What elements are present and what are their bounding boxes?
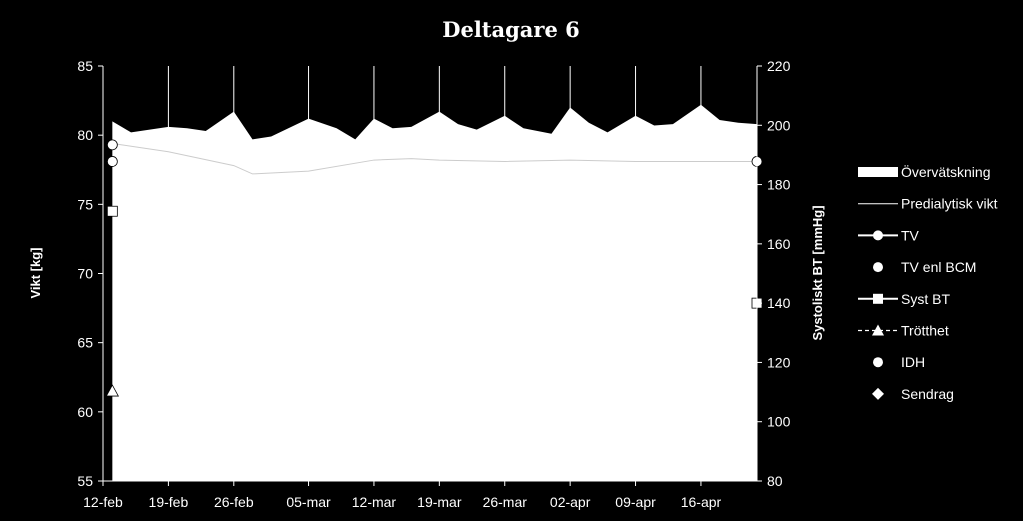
x-tick-12-feb: 12-feb xyxy=(83,494,123,510)
y-left-tick-75: 75 xyxy=(77,196,93,212)
chart-title: Deltagare 6 xyxy=(442,17,580,42)
y-right-tick-140: 140 xyxy=(767,295,791,311)
x-tick-19-feb: 19-feb xyxy=(149,494,189,510)
y-left-axis-label: Vikt [kg] xyxy=(28,247,43,298)
legend-swatch-idh xyxy=(873,357,883,368)
legend-swatch-tr-tthet xyxy=(872,324,884,336)
y-left-tick-85: 85 xyxy=(77,58,93,74)
x-tick-09-apr: 09-apr xyxy=(615,494,656,510)
y-right-tick-100: 100 xyxy=(767,414,791,430)
legend-swatch--verv-tskning xyxy=(858,167,898,177)
x-tick-12-mar: 12-mar xyxy=(352,494,397,510)
legend-label-tv: TV xyxy=(901,227,920,243)
y-right-axis-label: Systoliskt BT [mmHg] xyxy=(810,205,825,340)
legend-label-sendrag: Sendrag xyxy=(901,386,954,402)
y-left-tick-labels: 55 60 65 70 75 80 85 xyxy=(77,58,103,489)
y-right-tick-labels: 80 100 120 140 160 180 200 220 xyxy=(757,58,791,489)
y-right-tick-220: 220 xyxy=(767,58,791,74)
x-tick-19-mar: 19-mar xyxy=(417,494,462,510)
legend-label-tr-tthet: Trötthet xyxy=(901,323,949,339)
legend-label-tv-enl-bcm: TV enl BCM xyxy=(901,259,976,275)
legend-label-predialytisk-vikt: Predialytisk vikt xyxy=(901,196,998,212)
legend-item--verv-tskning: Övervätskning xyxy=(858,163,990,180)
x-tick-26-mar: 26-mar xyxy=(483,494,528,510)
y-right-tick-80: 80 xyxy=(767,473,783,489)
legend-item-sendrag: Sendrag xyxy=(872,386,954,402)
y-left-tick-55: 55 xyxy=(77,473,93,489)
y-left-tick-60: 60 xyxy=(77,404,93,420)
y-left-tick-70: 70 xyxy=(77,266,93,282)
legend-item-idh: IDH xyxy=(873,354,925,370)
x-tick-26-feb: 26-feb xyxy=(214,494,254,510)
x-tick-02-apr: 02-apr xyxy=(550,494,591,510)
x-tick-16-apr: 16-apr xyxy=(681,494,722,510)
marker-tv-0 xyxy=(106,139,118,151)
legend-swatch-sendrag xyxy=(872,387,884,400)
legend-item-syst-bt: Syst BT xyxy=(858,291,950,307)
y-left-tick-65: 65 xyxy=(77,335,93,351)
y-right-tick-120: 120 xyxy=(767,354,791,370)
y-right-tick-180: 180 xyxy=(767,177,791,193)
legend: Övervätskning Predialytisk vikt TV TV enl B… xyxy=(858,163,998,402)
marker-syst-bt-0 xyxy=(106,205,118,217)
legend-item-tv: TV xyxy=(858,227,920,243)
legend-label--verv-tskning: Övervätskning xyxy=(901,163,990,180)
legend-label-syst-bt: Syst BT xyxy=(901,291,950,307)
legend-swatch-tv-enl-bcm xyxy=(873,262,883,273)
x-tick-05-mar: 05-mar xyxy=(286,494,331,510)
legend-swatch-tv xyxy=(873,230,883,241)
legend-label-idh: IDH xyxy=(901,354,925,370)
x-tick-labels: 12-feb 19-feb 26-feb 05-mar 12-mar 19-mar 26-m… xyxy=(83,481,722,510)
y-right-tick-160: 160 xyxy=(767,236,791,252)
marker-tr-tthet-0 xyxy=(105,384,120,397)
legend-item-tr-tthet: Trötthet xyxy=(858,323,949,339)
y-left-tick-80: 80 xyxy=(77,127,93,143)
legend-item-tv-enl-bcm: TV enl BCM xyxy=(873,259,976,275)
legend-item-predialytisk-vikt: Predialytisk vikt xyxy=(858,196,998,212)
y-right-tick-200: 200 xyxy=(767,117,791,133)
series-overvatskning-area xyxy=(112,104,758,481)
series-predialytisk-vikt-line xyxy=(112,142,757,175)
legend-swatch-syst-bt xyxy=(873,293,883,304)
marker-tv-enl-bcm-0 xyxy=(106,156,118,167)
